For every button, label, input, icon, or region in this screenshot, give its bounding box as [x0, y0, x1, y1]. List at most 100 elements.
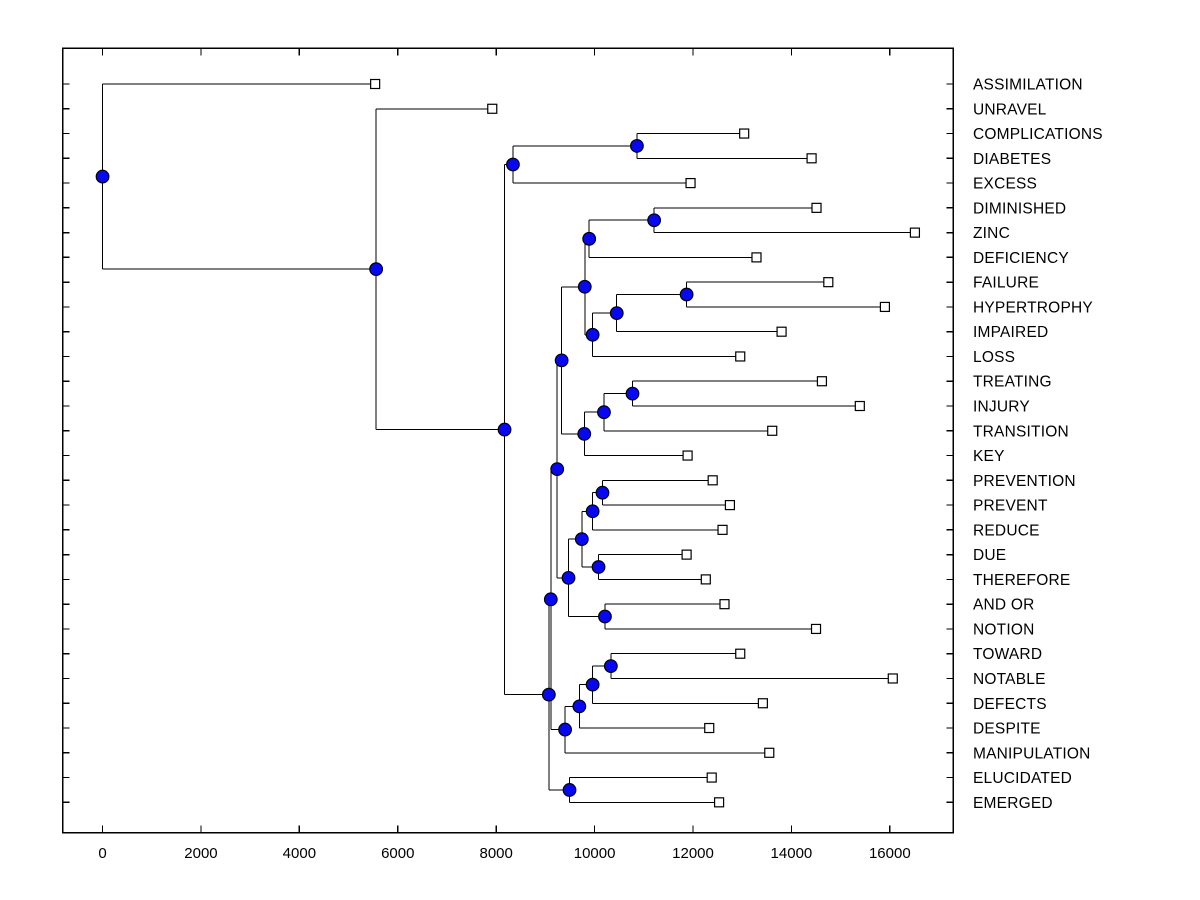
merge-node-marker [597, 405, 611, 420]
merge-node-marker [541, 687, 556, 702]
leaf-marker [879, 301, 891, 313]
merge-node-marker [562, 783, 577, 797]
leaf-label: TREATING [973, 374, 1052, 391]
merge-node-marker [506, 157, 520, 172]
x-axis-tick-label: 6000 [381, 845, 414, 862]
leaf-marker [811, 202, 822, 213]
merge-node-marker [550, 462, 565, 476]
leaf-marker [724, 499, 736, 511]
leaf-marker [682, 450, 693, 461]
merge-node-marker [598, 609, 612, 624]
leaf-marker [854, 400, 865, 412]
merge-node-marker [574, 532, 589, 547]
x-axis-tick-label: 16000 [869, 845, 911, 862]
leaf-label: TOWARD [973, 646, 1042, 663]
leaf-marker [764, 747, 775, 758]
leaf-label: INJURY [973, 399, 1030, 416]
leaf-marker [823, 277, 834, 288]
leaf-label: KEY [973, 448, 1005, 465]
leaf-label: THEREFORE [973, 572, 1070, 589]
leaf-marker [685, 177, 696, 189]
leaf-marker [706, 772, 717, 783]
merge-node-marker [554, 353, 569, 368]
leaf-marker [735, 648, 746, 659]
merge-node-marker [625, 386, 640, 401]
leaf-marker [704, 722, 715, 734]
x-axis-tick-label: 4000 [283, 845, 316, 862]
leaf-marker [370, 78, 381, 90]
leaf-label: DIMINISHED [973, 200, 1066, 217]
leaf-label: DEFICIENCY [973, 250, 1069, 267]
leaf-label: TRANSITION [973, 423, 1069, 440]
merge-node-marker [585, 327, 600, 342]
leaf-marker [757, 698, 768, 709]
leaf-marker [717, 524, 728, 535]
leaf-marker [739, 128, 750, 139]
leaf-label: DIABETES [973, 151, 1051, 168]
leaf-marker [751, 252, 762, 263]
leaf-label: NOTABLE [973, 671, 1046, 688]
leaf-label: ZINC [973, 225, 1010, 242]
merge-node-marker [558, 722, 572, 737]
merge-node-marker [591, 560, 606, 574]
leaf-label: UNRAVEL [973, 101, 1047, 118]
leaf-label: EXCESS [973, 176, 1037, 193]
merge-node-marker [497, 422, 512, 437]
leaf-label: AND OR [973, 597, 1034, 614]
leaf-label: PREVENT [973, 498, 1048, 515]
leaf-marker [776, 326, 787, 337]
merge-node-marker [577, 426, 592, 441]
leaf-marker [816, 376, 828, 387]
x-axis-tick-label: 8000 [480, 845, 513, 862]
leaf-marker [681, 549, 692, 560]
merge-node-marker [630, 139, 644, 153]
leaf-marker [806, 153, 817, 164]
x-axis-tick-label: 2000 [184, 845, 217, 862]
leaf-marker [767, 425, 778, 436]
plot-area [61, 47, 955, 834]
leaf-marker [700, 574, 711, 585]
x-axis-tick-label: 12000 [672, 845, 714, 862]
leaf-label: LOSS [973, 349, 1015, 366]
leaf-label: DESPITE [973, 721, 1041, 738]
leaf-label: ELUCIDATED [973, 770, 1072, 787]
leaf-label: DEFECTS [973, 696, 1047, 713]
leaf-label: PREVENTION [973, 473, 1076, 490]
merge-node-marker [572, 699, 587, 714]
leaf-label: EMERGED [973, 795, 1053, 812]
x-axis-tick-label: 14000 [771, 845, 813, 862]
leaf-marker [707, 475, 718, 486]
merge-node-marker [582, 231, 597, 246]
leaf-label: IMPAIRED [973, 324, 1048, 341]
merge-node-marker [585, 504, 600, 519]
merge-node-marker [585, 677, 600, 692]
merge-node-marker [543, 592, 558, 607]
merge-node-marker [95, 169, 110, 184]
leaf-label: MANIPULATION [973, 745, 1091, 762]
merge-node-marker [369, 262, 384, 277]
merge-node-marker [679, 287, 694, 302]
leaf-label: COMPLICATIONS [973, 126, 1103, 143]
merge-node-marker [595, 485, 610, 500]
merge-node-marker [561, 570, 576, 585]
x-axis-tick-label: 0 [98, 845, 106, 862]
leaf-label: FAILURE [973, 275, 1039, 292]
leaf-label: DUE [973, 547, 1006, 564]
leaf-marker [713, 797, 725, 808]
leaf-marker [719, 599, 730, 610]
leaf-label: HYPERTROPHY [973, 299, 1093, 316]
merge-node-marker [609, 306, 624, 321]
leaf-marker [735, 351, 746, 362]
leaf-label: ASSIMILATION [973, 77, 1083, 94]
merge-node-marker [577, 279, 592, 294]
leaf-marker [887, 673, 898, 684]
leaf-label: REDUCE [973, 522, 1040, 539]
leaf-marker [810, 623, 822, 635]
merge-node-marker [647, 213, 662, 228]
leaf-marker [909, 227, 921, 238]
leaf-label: NOTION [973, 621, 1034, 638]
x-axis-tick-label: 10000 [574, 845, 616, 862]
merge-node-marker [603, 659, 618, 673]
